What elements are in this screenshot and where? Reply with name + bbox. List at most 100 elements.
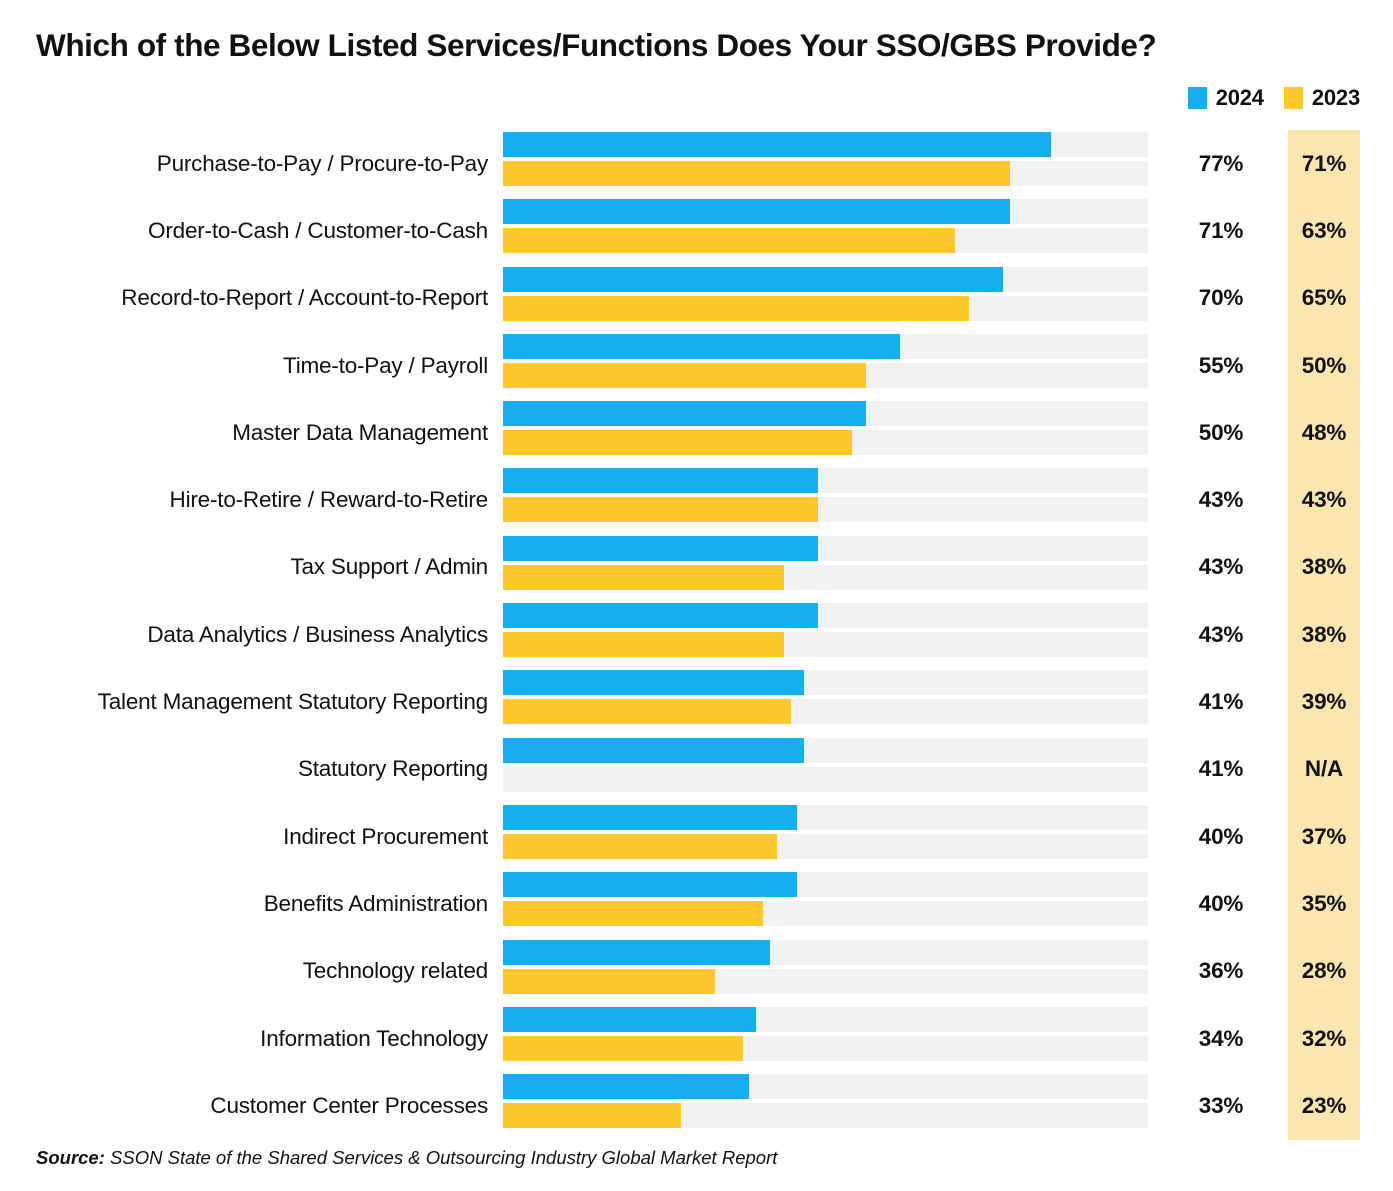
bar-2024[interactable] — [503, 468, 818, 494]
bar-2024[interactable] — [503, 132, 1051, 157]
category-label: Master Data Management — [232, 419, 488, 445]
chart-row: Purchase-to-Pay / Procure-to-Pay 77% 71% — [0, 130, 1393, 197]
legend-label: 2023 — [1311, 85, 1360, 110]
chart-row: Order-to-Cash / Customer-to-Cash 71% 63% — [0, 197, 1393, 264]
bar-2024[interactable] — [503, 737, 805, 763]
value-label-2023: 28% — [1301, 958, 1347, 984]
category-label: Indirect Procurement — [283, 823, 488, 849]
bar-2023[interactable] — [503, 362, 866, 388]
bar-2023[interactable] — [503, 161, 1010, 186]
bar-2024[interactable] — [503, 1074, 750, 1100]
chart-row: Customer Center Processes 33% 23% — [0, 1072, 1393, 1139]
chart-row: Tax Support / Admin 43% 38% — [0, 534, 1393, 601]
value-label-2023: N/A — [1304, 756, 1344, 782]
category-label: Benefits Administration — [263, 890, 488, 916]
bar-group — [503, 1074, 1148, 1129]
bar-2023[interactable] — [503, 430, 853, 456]
chart-row: Record-to-Report / Account-to-Report 70% 6… — [0, 265, 1393, 332]
bar-2023[interactable] — [503, 699, 791, 725]
legend-item-2023[interactable]: 2023 — [1283, 85, 1360, 111]
bar-group — [503, 535, 1148, 590]
category-label: Record-to-Report / Account-to-Report — [121, 285, 488, 311]
bar-2023[interactable] — [503, 497, 818, 523]
chart-row: Statutory Reporting 41% N/A — [0, 736, 1393, 803]
category-label: Time-to-Pay / Payroll — [282, 352, 488, 378]
value-label-2023: 39% — [1301, 689, 1347, 715]
value-label-2024: 36% — [1198, 958, 1244, 984]
chart-row: Master Data Management 50% 48% — [0, 399, 1393, 466]
legend-swatch-2023 — [1283, 87, 1303, 109]
value-label-2023: 35% — [1301, 890, 1347, 916]
value-label-2023: 37% — [1301, 823, 1347, 849]
bar-track-2024 — [503, 737, 1148, 763]
chart-row: Time-to-Pay / Payroll 55% 50% — [0, 332, 1393, 399]
bar-2023[interactable] — [503, 295, 969, 321]
bar-2024[interactable] — [503, 333, 901, 359]
chart-row: Data Analytics / Business Analytics 43% 38… — [0, 601, 1393, 668]
category-label: Data Analytics / Business Analytics — [147, 621, 488, 647]
value-label-2024: 40% — [1198, 890, 1244, 916]
bar-track-2024 — [503, 1074, 1148, 1100]
bar-track-2023 — [503, 632, 1148, 658]
legend-item-2024[interactable]: 2024 — [1187, 85, 1264, 111]
bar-group — [503, 737, 1148, 792]
bar-2024[interactable] — [503, 199, 1010, 225]
value-label-2023: 65% — [1301, 285, 1347, 311]
bar-group — [503, 872, 1148, 927]
category-label: Order-to-Cash / Customer-to-Cash — [148, 217, 488, 243]
bar-track-2023 — [503, 901, 1148, 927]
bar-2024[interactable] — [503, 535, 818, 561]
source-note: Source: SSON State of the Shared Service… — [36, 1147, 777, 1169]
value-label-2023: 48% — [1301, 419, 1347, 445]
bar-2023[interactable] — [503, 228, 955, 254]
bar-2024[interactable] — [503, 266, 1003, 292]
bar-track-2023 — [503, 362, 1148, 388]
bar-track-2024 — [503, 535, 1148, 561]
value-label-2023: 63% — [1301, 217, 1347, 243]
value-label-2023: 50% — [1301, 352, 1347, 378]
value-label-2024: 77% — [1198, 150, 1244, 176]
bar-2023[interactable] — [503, 901, 764, 927]
bar-2023[interactable] — [503, 1035, 743, 1061]
bar-2024[interactable] — [503, 939, 771, 965]
bar-2024[interactable] — [503, 401, 866, 427]
value-label-2024: 34% — [1198, 1025, 1244, 1051]
value-label-2024: 70% — [1198, 285, 1244, 311]
chart-row: Indirect Procurement 40% 37% — [0, 803, 1393, 870]
bar-group — [503, 266, 1148, 321]
bar-2024[interactable] — [503, 872, 798, 898]
bar-2024[interactable] — [503, 603, 818, 629]
bar-track-2023 — [503, 833, 1148, 859]
value-label-2023: 32% — [1301, 1025, 1347, 1051]
bar-2023[interactable] — [503, 632, 784, 658]
value-label-2023: 43% — [1301, 487, 1347, 513]
bar-group — [503, 333, 1148, 388]
bar-2024[interactable] — [503, 804, 798, 830]
bar-track-2023 — [503, 1035, 1148, 1061]
bar-track-2024 — [503, 132, 1148, 157]
page-title: Which of the Below Listed Services/Funct… — [36, 27, 1157, 63]
value-label-2024: 40% — [1198, 823, 1244, 849]
bar-track-2024 — [503, 603, 1148, 629]
chart-rows: Purchase-to-Pay / Procure-to-Pay 77% 71% Or… — [0, 130, 1393, 1139]
bar-track-2023 — [503, 766, 1148, 792]
bar-2024[interactable] — [503, 670, 805, 696]
bar-2023[interactable] — [503, 1103, 682, 1129]
bar-2023[interactable] — [503, 833, 777, 859]
category-label: Customer Center Processes — [210, 1092, 488, 1118]
bar-track-2023 — [503, 228, 1148, 254]
bar-group — [503, 603, 1148, 658]
bar-track-2024 — [503, 804, 1148, 830]
bar-track-2023 — [503, 295, 1148, 321]
bar-track-2024 — [503, 401, 1148, 427]
bar-2023[interactable] — [503, 564, 784, 590]
bar-track-2024 — [503, 333, 1148, 359]
bar-group — [503, 468, 1148, 523]
bar-track-2023 — [503, 161, 1148, 186]
value-label-2023: 23% — [1301, 1092, 1347, 1118]
bar-2024[interactable] — [503, 1006, 757, 1032]
bar-group — [503, 670, 1148, 725]
chart-row: Benefits Administration 40% 35% — [0, 870, 1393, 937]
bar-2023[interactable] — [503, 968, 716, 994]
value-label-2023: 38% — [1301, 621, 1347, 647]
